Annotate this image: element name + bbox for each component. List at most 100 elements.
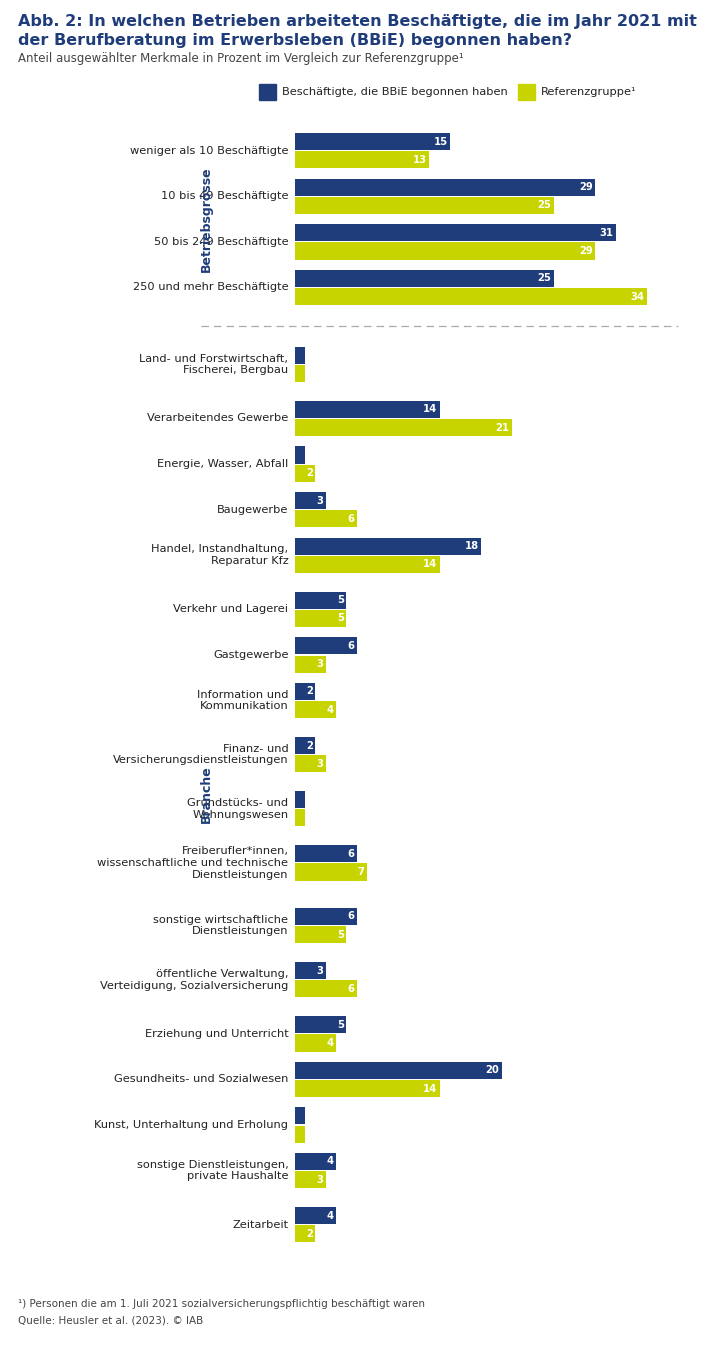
Bar	[295, 683, 315, 699]
Bar	[259, 84, 276, 100]
Text: 3: 3	[316, 1175, 323, 1184]
Bar	[295, 365, 305, 382]
Bar	[295, 243, 595, 259]
Text: Branche: Branche	[200, 766, 213, 823]
Text: 25: 25	[537, 201, 551, 210]
Bar	[518, 84, 535, 100]
Bar	[295, 809, 305, 827]
Text: 1: 1	[307, 449, 314, 460]
Bar	[295, 926, 346, 944]
Text: 25: 25	[537, 273, 551, 284]
Text: 5: 5	[337, 1020, 344, 1029]
Bar	[295, 792, 305, 808]
Text: 2: 2	[306, 469, 313, 478]
Text: Zeitarbeit: Zeitarbeit	[232, 1219, 288, 1230]
Text: Betriebsgrösse: Betriebsgrösse	[200, 166, 213, 272]
Text: Grundstücks- und
Wohnungswesen: Grundstücks- und Wohnungswesen	[187, 799, 288, 820]
Text: öffentliche Verwaltung,
Verteidigung, Sozialversicherung: öffentliche Verwaltung, Verteidigung, So…	[100, 968, 288, 990]
Bar	[295, 511, 357, 527]
Text: 1: 1	[307, 794, 314, 805]
Text: 1: 1	[307, 368, 314, 379]
Bar	[295, 1062, 502, 1078]
Bar	[295, 151, 430, 168]
Text: 7: 7	[358, 866, 365, 877]
Text: 34: 34	[630, 292, 645, 301]
Text: Kunst, Unterhaltung und Erholung: Kunst, Unterhaltung und Erholung	[94, 1120, 288, 1130]
Text: Handel, Instandhaltung,
Reparatur Kfz: Handel, Instandhaltung, Reparatur Kfz	[151, 545, 288, 566]
Bar	[295, 346, 305, 364]
Bar	[295, 224, 616, 242]
Text: Anteil ausgewählter Merkmale in Prozent im Vergleich zur Referenzgruppe¹: Anteil ausgewählter Merkmale in Prozent …	[18, 52, 464, 65]
Bar	[295, 637, 357, 655]
Text: Gesundheits- und Sozialwesen: Gesundheits- und Sozialwesen	[114, 1074, 288, 1085]
Text: 5: 5	[337, 595, 344, 606]
Text: 3: 3	[316, 659, 323, 669]
Text: 6: 6	[347, 513, 354, 524]
Text: 4: 4	[327, 1038, 334, 1048]
Text: Gastgewerbe: Gastgewerbe	[213, 650, 288, 660]
Text: 4: 4	[327, 1157, 334, 1167]
Text: Erziehung und Unterricht: Erziehung und Unterricht	[145, 1029, 288, 1039]
Text: Beschäftigte, die BBiE begonnen haben: Beschäftigte, die BBiE begonnen haben	[282, 87, 508, 98]
Text: 1: 1	[307, 1111, 314, 1120]
Text: 4: 4	[327, 705, 334, 714]
Text: 3: 3	[316, 966, 323, 975]
Text: 250 und mehr Beschäftigte: 250 und mehr Beschäftigte	[133, 282, 288, 292]
Bar	[295, 1153, 336, 1171]
Bar	[295, 909, 357, 925]
Text: 6: 6	[347, 849, 354, 858]
Text: 2: 2	[306, 740, 313, 751]
Bar	[295, 592, 346, 608]
Text: Abb. 2: In welchen Betrieben arbeiteten Beschäftigte, die im Jahr 2021 mit: Abb. 2: In welchen Betrieben arbeiteten …	[18, 14, 697, 29]
Bar	[295, 755, 326, 773]
Bar	[295, 961, 326, 979]
Text: Finanz- und
Versicherungsdienstleistungen: Finanz- und Versicherungsdienstleistunge…	[113, 744, 288, 766]
Bar	[295, 270, 554, 287]
Bar	[295, 1207, 336, 1224]
Bar	[295, 610, 346, 627]
Bar	[295, 401, 439, 418]
Text: 3: 3	[316, 496, 323, 505]
Text: Referenzgruppe¹: Referenzgruppe¹	[541, 87, 637, 98]
Text: 14: 14	[423, 405, 437, 414]
Bar	[295, 555, 439, 573]
Bar	[295, 656, 326, 672]
Bar	[295, 1126, 305, 1142]
Text: 14: 14	[423, 1084, 437, 1093]
Bar	[295, 447, 305, 463]
Text: Freiberufler*innen,
wissenschaftliche und technische
Dienstleistungen: Freiberufler*innen, wissenschaftliche un…	[97, 846, 288, 880]
Bar	[295, 197, 554, 215]
Text: weniger als 10 Beschäftigte: weniger als 10 Beschäftigte	[130, 145, 288, 156]
Bar	[295, 288, 647, 306]
Bar	[295, 1225, 315, 1243]
Text: 4: 4	[327, 1210, 334, 1221]
Bar	[295, 420, 512, 436]
Text: Verarbeitendes Gewerbe: Verarbeitendes Gewerbe	[147, 413, 288, 424]
Text: 2: 2	[306, 1229, 313, 1238]
Text: 10 bis 49 Beschäftigte: 10 bis 49 Beschäftigte	[161, 191, 288, 201]
Text: 50 bis 249 Beschäftigte: 50 bis 249 Beschäftigte	[154, 236, 288, 247]
Text: 1: 1	[307, 813, 314, 823]
Text: Baugewerbe: Baugewerbe	[217, 505, 288, 515]
Text: 21: 21	[496, 422, 510, 433]
Text: 6: 6	[347, 983, 354, 994]
Text: 31: 31	[599, 228, 613, 238]
Bar	[295, 492, 326, 509]
Text: sonstige Dienstleistungen,
private Haushalte: sonstige Dienstleistungen, private Haush…	[137, 1160, 288, 1181]
Text: Quelle: Heusler et al. (2023). © IAB: Quelle: Heusler et al. (2023). © IAB	[18, 1316, 203, 1325]
Text: 6: 6	[347, 641, 354, 650]
Text: 2: 2	[306, 686, 313, 697]
Text: ¹) Personen die am 1. Juli 2021 sozialversicherungspflichtig beschäftigt waren: ¹) Personen die am 1. Juli 2021 sozialve…	[18, 1300, 425, 1309]
Bar	[295, 464, 315, 482]
Text: 14: 14	[423, 559, 437, 569]
Bar	[295, 538, 481, 554]
Bar	[295, 737, 315, 754]
Text: Land- und Forstwirtschaft,
Fischerei, Bergbau: Land- und Forstwirtschaft, Fischerei, Be…	[139, 353, 288, 375]
Text: 6: 6	[347, 911, 354, 922]
Text: 29: 29	[579, 182, 593, 193]
Bar	[295, 1107, 305, 1124]
Text: 1: 1	[307, 350, 314, 360]
Bar	[295, 864, 367, 880]
Text: 5: 5	[337, 614, 344, 623]
Text: der Berufberatung im Erwerbsleben (BBiE) begonnen haben?: der Berufberatung im Erwerbsleben (BBiE)…	[18, 33, 572, 48]
